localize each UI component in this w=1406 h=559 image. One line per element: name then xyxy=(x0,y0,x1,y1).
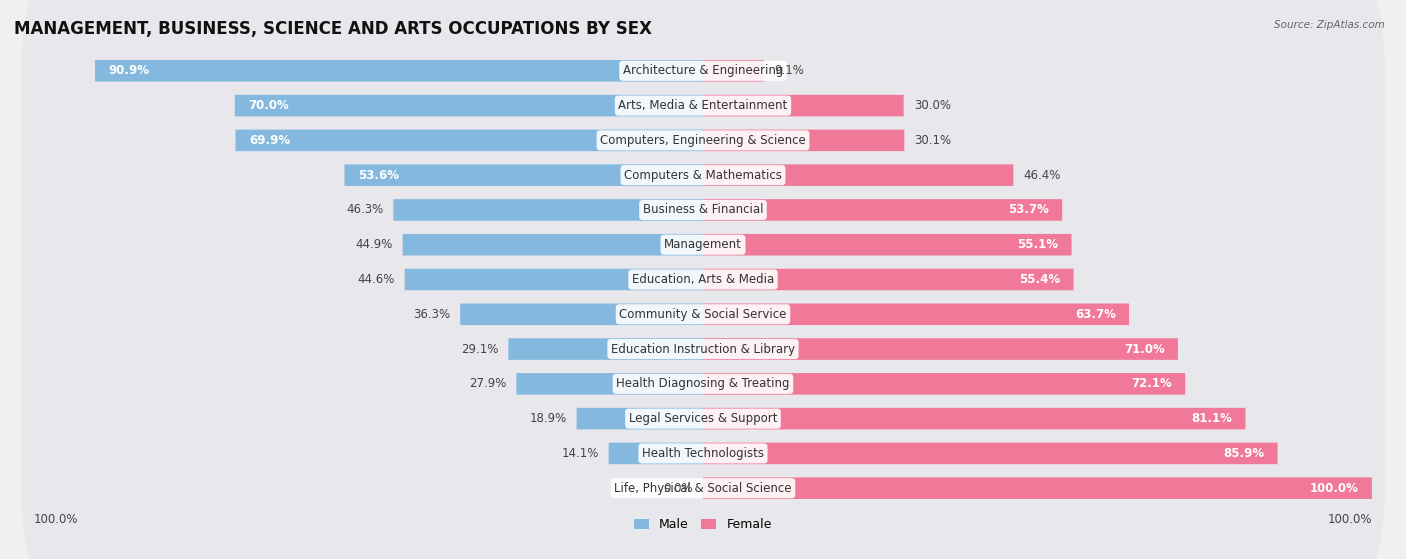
Text: 85.9%: 85.9% xyxy=(1223,447,1264,460)
Text: 36.3%: 36.3% xyxy=(413,308,450,321)
Text: Education, Arts & Media: Education, Arts & Media xyxy=(631,273,775,286)
Text: Source: ZipAtlas.com: Source: ZipAtlas.com xyxy=(1274,20,1385,30)
Text: 18.9%: 18.9% xyxy=(529,412,567,425)
FancyBboxPatch shape xyxy=(21,128,1385,292)
Text: 90.9%: 90.9% xyxy=(108,64,149,77)
Text: 46.4%: 46.4% xyxy=(1024,169,1060,182)
Text: Computers & Mathematics: Computers & Mathematics xyxy=(624,169,782,182)
Text: 81.1%: 81.1% xyxy=(1191,412,1232,425)
FancyBboxPatch shape xyxy=(703,130,904,151)
Text: 55.4%: 55.4% xyxy=(1019,273,1060,286)
Text: 9.1%: 9.1% xyxy=(773,64,804,77)
FancyBboxPatch shape xyxy=(402,234,703,255)
FancyBboxPatch shape xyxy=(609,443,703,464)
Legend: Male, Female: Male, Female xyxy=(630,513,776,536)
FancyBboxPatch shape xyxy=(21,93,1385,257)
FancyBboxPatch shape xyxy=(235,95,703,116)
FancyBboxPatch shape xyxy=(703,95,904,116)
Text: MANAGEMENT, BUSINESS, SCIENCE AND ARTS OCCUPATIONS BY SEX: MANAGEMENT, BUSINESS, SCIENCE AND ARTS O… xyxy=(14,20,652,37)
FancyBboxPatch shape xyxy=(703,60,763,82)
Text: Community & Social Service: Community & Social Service xyxy=(619,308,787,321)
Text: 71.0%: 71.0% xyxy=(1123,343,1164,356)
FancyBboxPatch shape xyxy=(703,164,1014,186)
FancyBboxPatch shape xyxy=(21,23,1385,188)
FancyBboxPatch shape xyxy=(703,477,1372,499)
Text: 63.7%: 63.7% xyxy=(1074,308,1116,321)
Text: 30.0%: 30.0% xyxy=(914,99,950,112)
FancyBboxPatch shape xyxy=(460,304,703,325)
Text: Life, Physical & Social Science: Life, Physical & Social Science xyxy=(614,482,792,495)
Text: 46.3%: 46.3% xyxy=(346,203,384,216)
FancyBboxPatch shape xyxy=(703,408,1246,429)
FancyBboxPatch shape xyxy=(21,163,1385,327)
FancyBboxPatch shape xyxy=(21,302,1385,466)
FancyBboxPatch shape xyxy=(703,269,1074,290)
Text: Health Diagnosing & Treating: Health Diagnosing & Treating xyxy=(616,377,790,390)
Text: 44.9%: 44.9% xyxy=(356,238,392,251)
FancyBboxPatch shape xyxy=(703,199,1062,221)
Text: Education Instruction & Library: Education Instruction & Library xyxy=(612,343,794,356)
FancyBboxPatch shape xyxy=(21,406,1385,559)
FancyBboxPatch shape xyxy=(235,130,703,151)
FancyBboxPatch shape xyxy=(394,199,703,221)
FancyBboxPatch shape xyxy=(703,338,1178,360)
Text: Computers, Engineering & Science: Computers, Engineering & Science xyxy=(600,134,806,147)
Text: Legal Services & Support: Legal Services & Support xyxy=(628,412,778,425)
FancyBboxPatch shape xyxy=(703,234,1071,255)
Text: Arts, Media & Entertainment: Arts, Media & Entertainment xyxy=(619,99,787,112)
FancyBboxPatch shape xyxy=(703,443,1278,464)
FancyBboxPatch shape xyxy=(405,269,703,290)
Text: Business & Financial: Business & Financial xyxy=(643,203,763,216)
Text: 53.6%: 53.6% xyxy=(359,169,399,182)
Text: Management: Management xyxy=(664,238,742,251)
FancyBboxPatch shape xyxy=(21,197,1385,362)
FancyBboxPatch shape xyxy=(703,373,1185,395)
Text: 53.7%: 53.7% xyxy=(1008,203,1049,216)
Text: 72.1%: 72.1% xyxy=(1132,377,1171,390)
Text: 100.0%: 100.0% xyxy=(34,513,79,526)
Text: 55.1%: 55.1% xyxy=(1017,238,1059,251)
FancyBboxPatch shape xyxy=(516,373,703,395)
Text: 100.0%: 100.0% xyxy=(1327,513,1372,526)
FancyBboxPatch shape xyxy=(576,408,703,429)
Text: 30.1%: 30.1% xyxy=(914,134,952,147)
Text: 27.9%: 27.9% xyxy=(470,377,506,390)
Text: 29.1%: 29.1% xyxy=(461,343,498,356)
Text: 44.6%: 44.6% xyxy=(357,273,395,286)
Text: 14.1%: 14.1% xyxy=(561,447,599,460)
Text: Architecture & Engineering: Architecture & Engineering xyxy=(623,64,783,77)
FancyBboxPatch shape xyxy=(21,58,1385,222)
Text: 100.0%: 100.0% xyxy=(1309,482,1358,495)
Text: 70.0%: 70.0% xyxy=(249,99,288,112)
Text: 0.0%: 0.0% xyxy=(664,482,693,495)
FancyBboxPatch shape xyxy=(21,337,1385,501)
FancyBboxPatch shape xyxy=(21,371,1385,536)
FancyBboxPatch shape xyxy=(21,232,1385,396)
FancyBboxPatch shape xyxy=(21,0,1385,153)
FancyBboxPatch shape xyxy=(344,164,703,186)
FancyBboxPatch shape xyxy=(509,338,703,360)
FancyBboxPatch shape xyxy=(703,304,1129,325)
Text: 69.9%: 69.9% xyxy=(249,134,290,147)
FancyBboxPatch shape xyxy=(21,267,1385,431)
FancyBboxPatch shape xyxy=(96,60,703,82)
Text: Health Technologists: Health Technologists xyxy=(643,447,763,460)
